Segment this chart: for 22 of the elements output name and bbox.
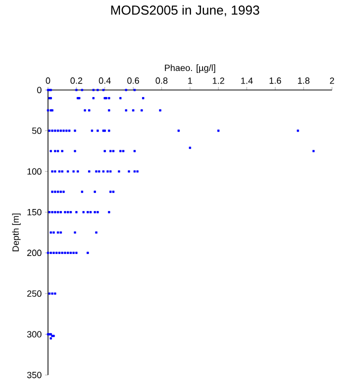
x-tick-label: 0.8 xyxy=(156,77,168,84)
x-tick-label: 0.2 xyxy=(70,77,82,84)
y-tick-label: 50 xyxy=(32,128,42,134)
x-tick-label: 0 xyxy=(46,77,50,84)
x-tick-label: 1.8 xyxy=(298,77,310,84)
x-tick-label: 1.2 xyxy=(212,78,224,84)
y-tick-label: 100 xyxy=(27,168,42,175)
x-tick-label: 0.6 xyxy=(127,77,140,84)
y-tick-label: 0 xyxy=(37,86,42,94)
x-axis-title: Phaeo. [µg/l] xyxy=(164,64,216,73)
y-tick-label: 200 xyxy=(27,250,42,256)
y-axis-title: Depth [m] xyxy=(12,214,21,252)
y-tick-label: 350 xyxy=(27,372,42,378)
x-tick-label: 1.4 xyxy=(241,78,253,84)
y-tick-label: 150 xyxy=(27,208,42,216)
chart-title: MODS2005 in June, 1993 xyxy=(111,5,260,16)
y-tick-label: 250 xyxy=(27,290,42,297)
y-tick-label: 300 xyxy=(27,331,42,338)
x-tick-label: 1.6 xyxy=(270,77,282,84)
x-tick-label: 0.4 xyxy=(98,77,111,84)
x-tick-label: 1 xyxy=(188,78,192,84)
x-tick-label: 2 xyxy=(330,78,334,84)
